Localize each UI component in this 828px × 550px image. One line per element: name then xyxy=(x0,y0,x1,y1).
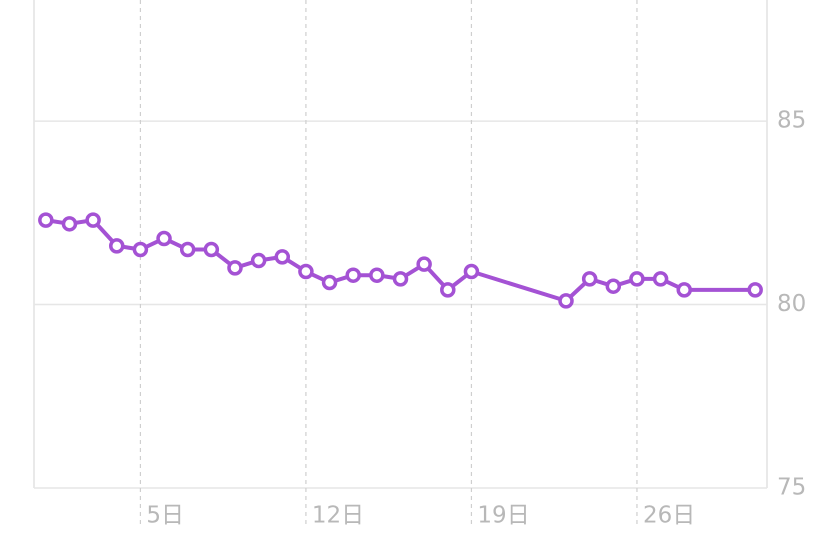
point xyxy=(85,212,101,228)
point xyxy=(581,271,598,287)
point xyxy=(676,282,692,298)
point xyxy=(629,271,645,287)
point xyxy=(463,263,480,280)
x-tick-label: 26日 xyxy=(643,503,695,529)
point xyxy=(274,249,291,265)
point xyxy=(440,282,456,298)
point xyxy=(652,271,669,287)
x-tick-label: 19日 xyxy=(477,503,529,529)
point xyxy=(156,230,172,247)
point xyxy=(416,256,432,272)
point xyxy=(179,241,196,258)
point xyxy=(747,282,763,298)
point xyxy=(392,271,409,287)
point xyxy=(605,278,622,294)
y-tick-label: 85 xyxy=(777,108,806,134)
point xyxy=(298,263,314,280)
x-tick-label: 5日 xyxy=(146,503,184,529)
point xyxy=(203,241,220,258)
point xyxy=(250,252,267,269)
point xyxy=(109,238,125,254)
point xyxy=(38,212,54,228)
point xyxy=(345,267,361,283)
x-tick-label: 12日 xyxy=(312,503,364,529)
point xyxy=(227,260,243,276)
point xyxy=(61,216,78,232)
y-tick-label: 75 xyxy=(777,475,806,501)
point xyxy=(369,267,385,283)
point xyxy=(558,293,574,309)
point xyxy=(321,274,338,291)
point xyxy=(132,241,149,258)
y-tick-label: 80 xyxy=(777,291,806,317)
